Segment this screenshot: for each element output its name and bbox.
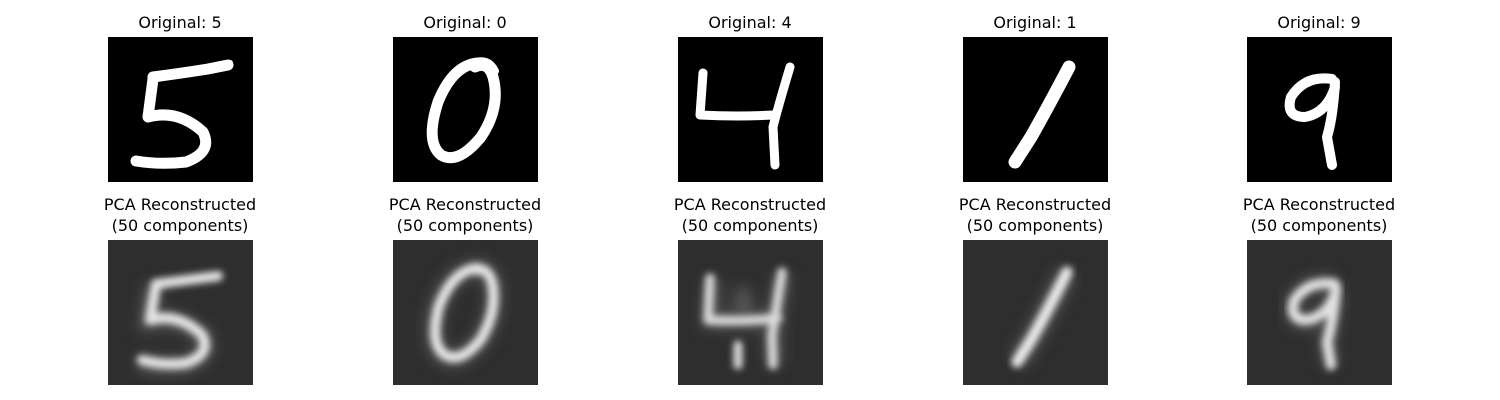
original-title-1: Original: 1 — [993, 13, 1077, 32]
reconstructed-image-1 — [963, 240, 1108, 385]
original-image-1 — [963, 37, 1108, 182]
reconstructed-title-1: PCA Reconstructed (50 components) — [958, 195, 1112, 235]
reconstructed-image-4 — [678, 240, 823, 385]
original-image-0 — [393, 37, 538, 182]
reconstructed-image-5 — [108, 240, 253, 385]
reconstructed-title-0: PCA Reconstructed (50 components) — [388, 195, 542, 235]
reconstructed-image-9 — [1247, 240, 1392, 385]
original-image-4 — [678, 37, 823, 182]
original-title-9: Original: 9 — [1277, 13, 1361, 32]
original-title-5: Original: 5 — [138, 13, 222, 32]
reconstructed-title-4: PCA Reconstructed (50 components) — [673, 195, 827, 235]
reconstructed-image-0 — [393, 240, 538, 385]
original-image-9 — [1247, 37, 1392, 182]
original-image-5 — [108, 37, 253, 182]
original-title-4: Original: 4 — [708, 13, 792, 32]
original-title-0: Original: 0 — [423, 13, 507, 32]
reconstructed-title-5: PCA Reconstructed (50 components) — [103, 195, 257, 235]
reconstructed-title-9: PCA Reconstructed (50 components) — [1242, 195, 1396, 235]
